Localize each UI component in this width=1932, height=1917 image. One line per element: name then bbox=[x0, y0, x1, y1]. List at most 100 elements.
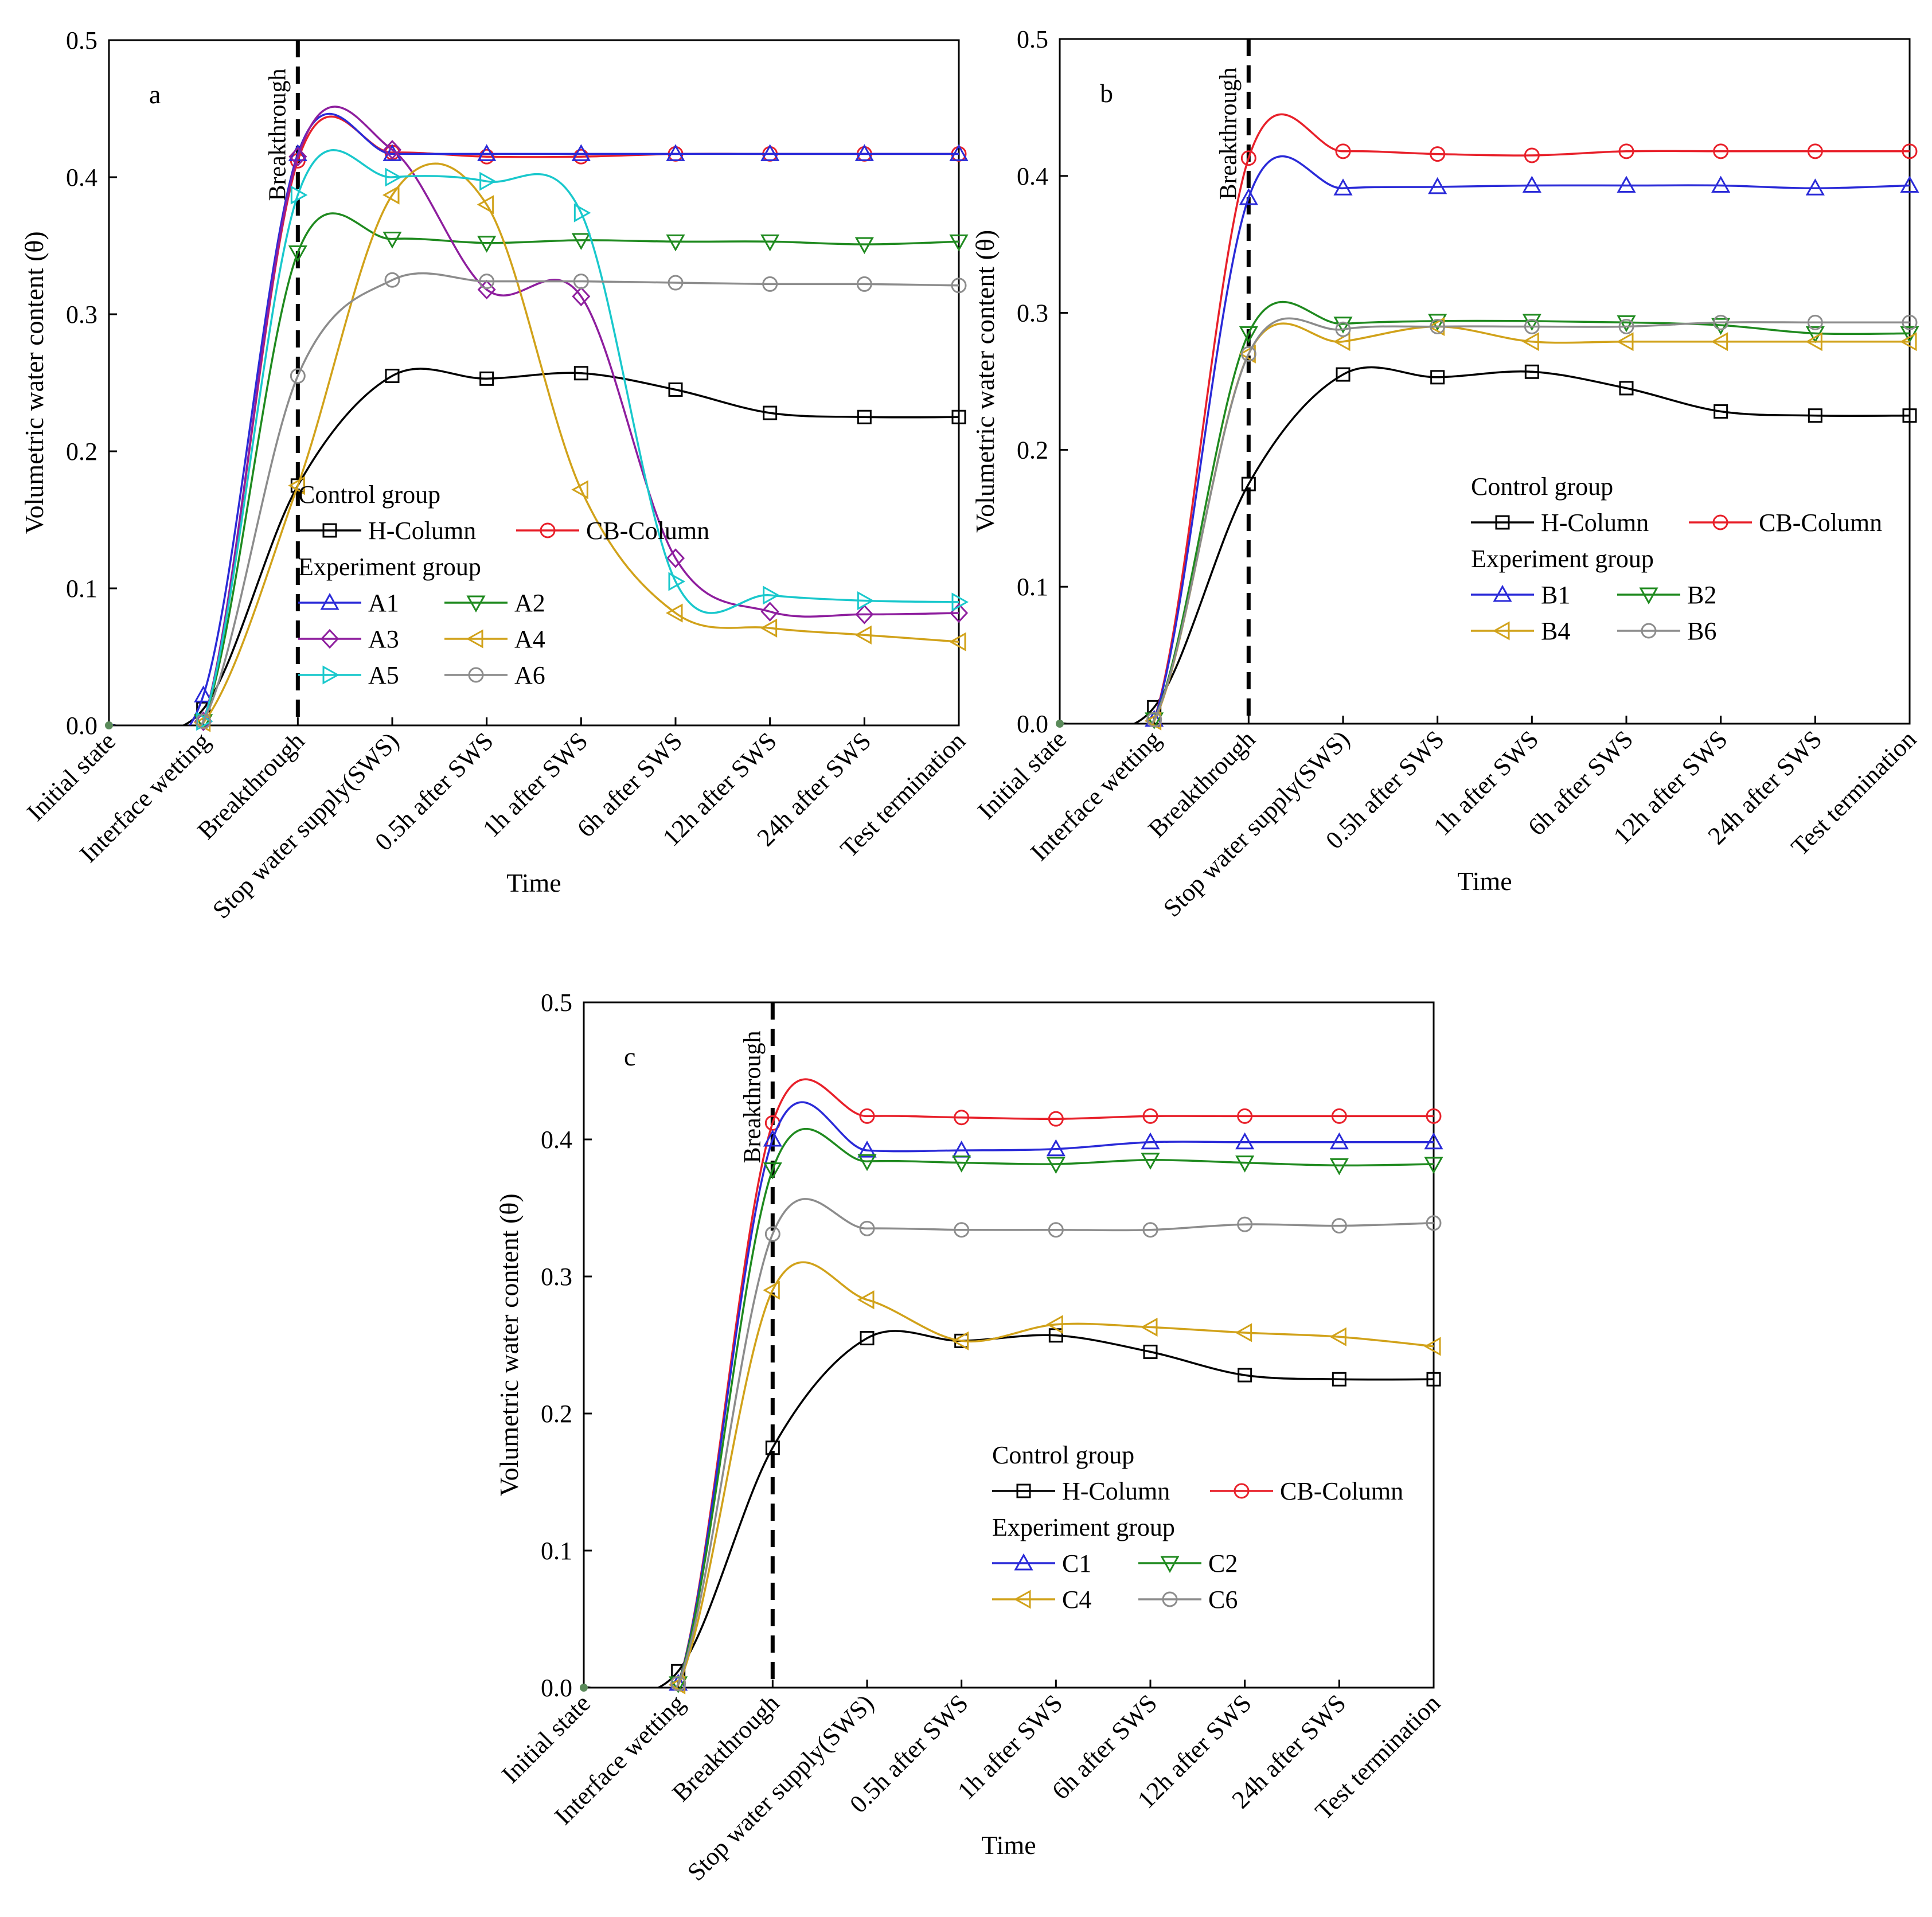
data-point bbox=[196, 713, 212, 729]
data-point bbox=[288, 146, 307, 167]
data-point bbox=[479, 371, 494, 386]
data-point bbox=[1336, 367, 1351, 382]
data-point bbox=[479, 274, 495, 290]
legend-marker bbox=[1493, 584, 1512, 602]
series-line bbox=[109, 368, 959, 725]
series-line bbox=[109, 272, 959, 725]
series-a3 bbox=[109, 106, 969, 732]
data-point bbox=[670, 1676, 686, 1692]
x-tick-label: Stop water supply(SWS) bbox=[682, 1689, 879, 1886]
data-point bbox=[859, 1220, 875, 1236]
y-tick-label: 0.2 bbox=[66, 438, 97, 466]
data-point bbox=[856, 276, 872, 292]
y-tick-label: 0.3 bbox=[66, 300, 97, 329]
series-c6 bbox=[584, 1198, 1442, 1692]
data-point bbox=[1239, 188, 1258, 205]
legend-experiment-title: Experiment group bbox=[992, 1513, 1175, 1541]
legend-label: A6 bbox=[514, 661, 545, 689]
data-point bbox=[1333, 178, 1353, 196]
series-line bbox=[584, 1127, 1434, 1688]
legend-label: B4 bbox=[1541, 617, 1570, 645]
data-point bbox=[1235, 1132, 1255, 1150]
data-point bbox=[572, 286, 591, 307]
data-point bbox=[1522, 332, 1539, 352]
data-point bbox=[1331, 1218, 1347, 1234]
data-point bbox=[1714, 404, 1728, 419]
data-point bbox=[1711, 332, 1728, 352]
y-tick-label: 0.2 bbox=[1017, 436, 1048, 464]
x-tick-label: Initial state bbox=[496, 1689, 596, 1789]
data-point bbox=[763, 1162, 782, 1180]
data-point bbox=[949, 144, 969, 161]
data-point bbox=[1142, 1222, 1158, 1238]
data-point bbox=[854, 144, 874, 161]
y-tick-label: 0.1 bbox=[1017, 573, 1048, 601]
data-point bbox=[1711, 175, 1731, 193]
data-point bbox=[1240, 346, 1256, 362]
x-tick-label: Initial state bbox=[21, 727, 121, 826]
data-point bbox=[763, 1280, 780, 1300]
series-b6 bbox=[1060, 314, 1918, 728]
data-point bbox=[1048, 1222, 1064, 1238]
data-point bbox=[1618, 143, 1634, 159]
y-tick-label: 0.4 bbox=[66, 163, 97, 192]
data-point bbox=[1335, 143, 1351, 159]
data-point bbox=[1902, 314, 1918, 330]
data-point bbox=[573, 203, 591, 222]
data-point bbox=[855, 604, 874, 624]
plot-frame bbox=[1059, 38, 1911, 725]
series-c4 bbox=[584, 1261, 1441, 1695]
data-point bbox=[1048, 1111, 1064, 1127]
legend: Control group H-Column CB-Column Experiment… bbox=[298, 481, 709, 689]
breakthrough-label: Breakthrough bbox=[739, 1031, 766, 1164]
y-tick-label: 0.4 bbox=[1017, 162, 1048, 190]
data-point bbox=[954, 1110, 970, 1126]
legend-control-title: Control group bbox=[1471, 473, 1613, 501]
legend-label: B1 bbox=[1541, 581, 1570, 609]
panel-letter: c bbox=[624, 1042, 635, 1071]
data-point bbox=[1423, 1337, 1441, 1356]
legend-marker bbox=[320, 592, 339, 610]
x-axis-title: Time bbox=[1457, 866, 1512, 896]
data-point bbox=[763, 405, 778, 420]
data-point bbox=[954, 1222, 970, 1238]
data-point bbox=[763, 1129, 782, 1147]
series-a5 bbox=[109, 149, 969, 731]
data-point bbox=[1046, 1157, 1065, 1174]
x-tick-label: Initial state bbox=[972, 725, 1072, 825]
data-point bbox=[857, 1141, 877, 1158]
data-point bbox=[764, 1226, 780, 1242]
data-point bbox=[1329, 1132, 1349, 1150]
data-point bbox=[288, 245, 307, 263]
data-point bbox=[1805, 332, 1822, 352]
legend-marker bbox=[1495, 515, 1510, 530]
data-point bbox=[1713, 143, 1729, 159]
series-line bbox=[109, 106, 959, 725]
data-point bbox=[1711, 318, 1731, 335]
data-point bbox=[1430, 318, 1446, 334]
data-point bbox=[571, 233, 591, 251]
data-point bbox=[384, 272, 400, 288]
legend-marker bbox=[1712, 514, 1728, 530]
y-tick-label: 0.0 bbox=[1017, 710, 1048, 738]
data-point bbox=[763, 585, 780, 605]
series-a4 bbox=[109, 162, 966, 732]
y-tick-label: 0.1 bbox=[541, 1537, 572, 1565]
data-point bbox=[760, 234, 780, 252]
series-line bbox=[109, 212, 959, 725]
y-tick-label: 0.3 bbox=[541, 1263, 572, 1291]
legend-control-title: Control group bbox=[298, 481, 440, 509]
data-point bbox=[951, 1331, 969, 1350]
breakthrough-label: Breakthrough bbox=[264, 69, 291, 201]
legend-marker bbox=[1160, 1556, 1180, 1574]
x-axis-title: Time bbox=[981, 1830, 1036, 1860]
data-point bbox=[760, 602, 779, 622]
data-point bbox=[1902, 143, 1918, 159]
initial-state-point bbox=[580, 1684, 588, 1692]
data-point bbox=[1426, 1215, 1442, 1231]
data-point bbox=[949, 234, 969, 252]
data-point bbox=[762, 276, 778, 292]
data-point bbox=[952, 1155, 971, 1173]
data-point bbox=[859, 1108, 875, 1124]
